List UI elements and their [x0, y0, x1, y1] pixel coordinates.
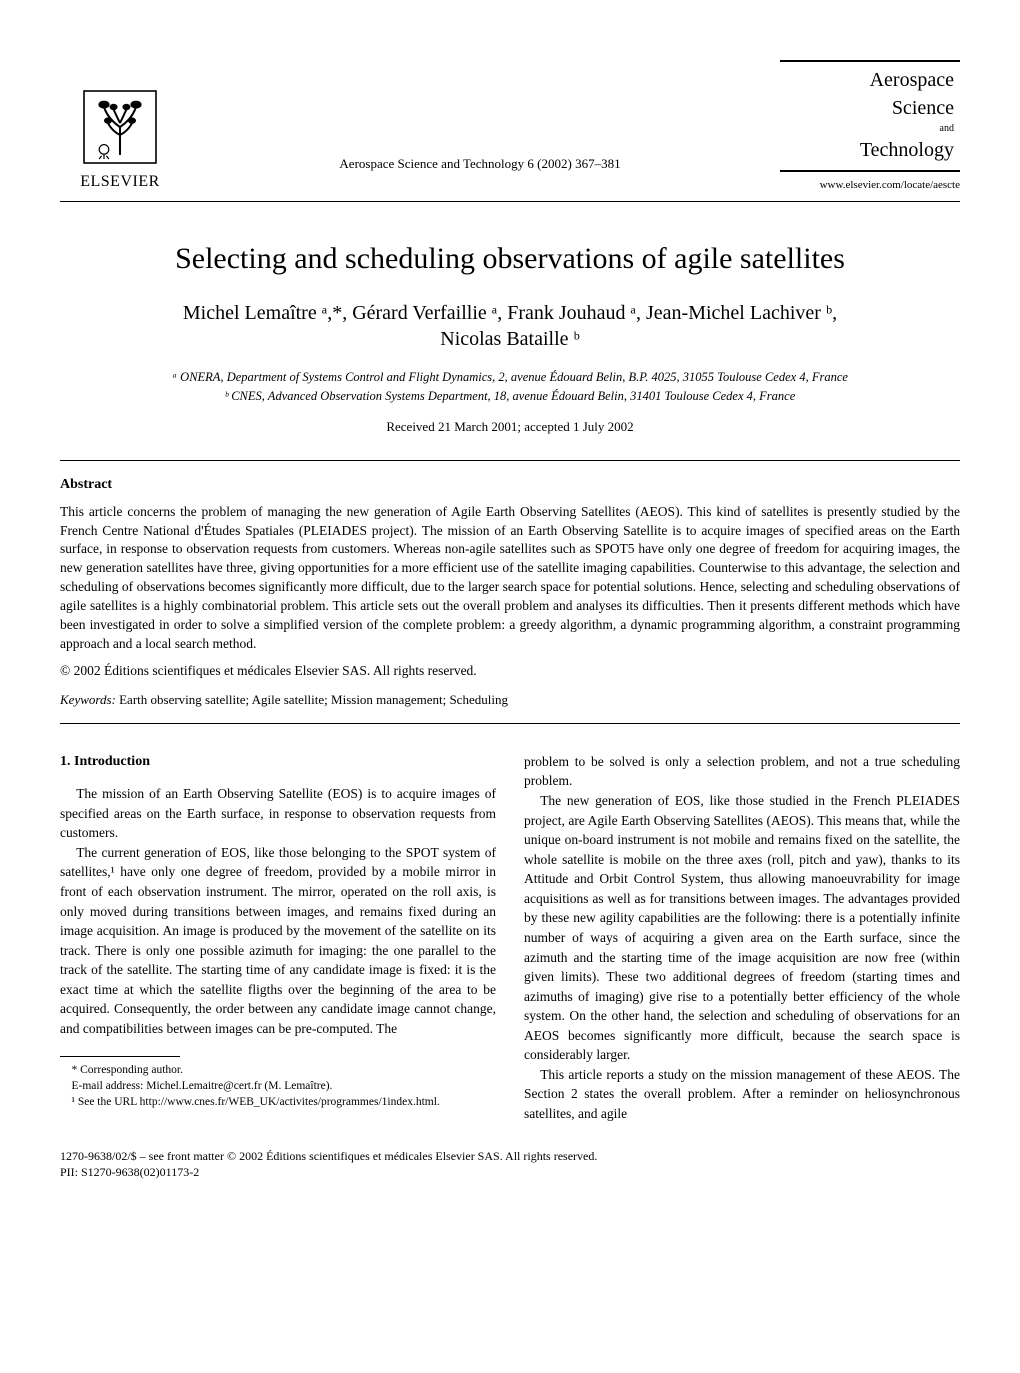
- body-columns: 1. Introduction The mission of an Earth …: [60, 752, 960, 1124]
- journal-brand-line3: Technology: [786, 136, 954, 164]
- header-rule: [60, 201, 960, 202]
- footnote-rule: [60, 1056, 180, 1057]
- publisher-name: ELSEVIER: [80, 171, 160, 193]
- journal-reference: Aerospace Science and Technology 6 (2002…: [180, 155, 780, 193]
- abstract-text: This article concerns the problem of man…: [60, 503, 960, 654]
- elsevier-tree-icon: [80, 87, 160, 167]
- section-1-heading: 1. Introduction: [60, 752, 496, 772]
- footnote-corresponding: * Corresponding author.: [60, 1063, 496, 1079]
- abstract-bottom-rule: [60, 723, 960, 724]
- footnote-email: E-mail address: Michel.Lemaitre@cert.fr …: [60, 1079, 496, 1095]
- abstract-heading: Abstract: [60, 475, 960, 495]
- left-column: 1. Introduction The mission of an Earth …: [60, 752, 496, 1124]
- section1-p1: The mission of an Earth Observing Satell…: [60, 784, 496, 843]
- publisher-logo: ELSEVIER: [60, 87, 180, 193]
- journal-brand-line1: Aerospace: [786, 66, 954, 94]
- section1-p5: This article reports a study on the miss…: [524, 1065, 960, 1124]
- section1-p3: problem to be solved is only a selection…: [524, 752, 960, 791]
- footer-front-matter: 1270-9638/02/$ – see front matter © 2002…: [60, 1148, 960, 1165]
- footnotes: * Corresponding author. E-mail address: …: [60, 1063, 496, 1110]
- journal-brand-line2: Science: [786, 94, 954, 122]
- authors: Michel Lemaître ᵃ,*, Gérard Verfaillie ᵃ…: [60, 300, 960, 352]
- abstract-top-rule: [60, 460, 960, 461]
- journal-url: www.elsevier.com/locate/aescte: [780, 178, 960, 193]
- journal-brand-block: Aerospace Science and Technology www.els…: [780, 60, 960, 193]
- footer-pii: PII: S1270-9638(02)01173-2: [60, 1164, 960, 1181]
- section1-p2: The current generation of EOS, like thos…: [60, 843, 496, 1039]
- journal-brand: Aerospace Science and Technology: [780, 60, 960, 172]
- journal-brand-and: and: [786, 122, 954, 136]
- authors-line1: Michel Lemaître ᵃ,*, Gérard Verfaillie ᵃ…: [183, 302, 837, 324]
- affiliations: ᵃ ONERA, Department of Systems Control a…: [60, 368, 960, 406]
- authors-line2: Nicolas Bataille ᵇ: [440, 328, 579, 350]
- abstract-copyright: © 2002 Éditions scientifiques et médical…: [60, 662, 960, 681]
- keywords-label: Keywords:: [60, 692, 116, 707]
- affiliation-a: ᵃ ONERA, Department of Systems Control a…: [60, 368, 960, 387]
- section1-p4: The new generation of EOS, like those st…: [524, 791, 960, 1065]
- affiliation-b: ᵇ CNES, Advanced Observation Systems Dep…: [60, 387, 960, 406]
- header: ELSEVIER Aerospace Science and Technolog…: [60, 60, 960, 193]
- keywords: Keywords: Earth observing satellite; Agi…: [60, 691, 960, 709]
- keywords-text: Earth observing satellite; Agile satelli…: [119, 692, 508, 707]
- footnote-1: ¹ See the URL http://www.cnes.fr/WEB_UK/…: [60, 1095, 496, 1111]
- right-column: problem to be solved is only a selection…: [524, 752, 960, 1124]
- received-dates: Received 21 March 2001; accepted 1 July …: [60, 418, 960, 436]
- paper-title: Selecting and scheduling observations of…: [60, 238, 960, 280]
- footer: 1270-9638/02/$ – see front matter © 2002…: [60, 1148, 960, 1182]
